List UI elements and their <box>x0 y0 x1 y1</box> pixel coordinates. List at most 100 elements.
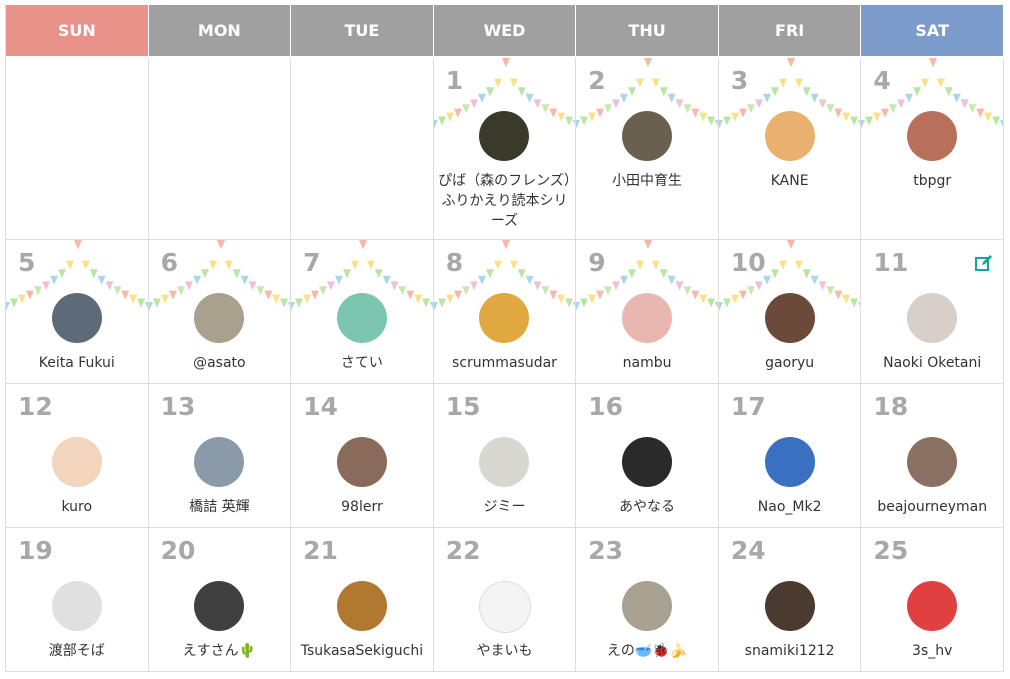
avatar <box>194 437 245 487</box>
user-name: tbpgr <box>913 173 952 189</box>
day-number: 20 <box>160 536 196 565</box>
edit-icon[interactable] <box>974 254 993 272</box>
day-number: 21 <box>303 536 338 565</box>
day-number: 24 <box>730 536 766 565</box>
user-name: えすさん🌵 <box>182 643 257 659</box>
user-name: snamiki1212 <box>744 643 835 659</box>
bunting <box>576 58 718 129</box>
day-cell: 25 3s_hv <box>861 528 1004 672</box>
day-number: 11 <box>873 248 909 277</box>
bunting <box>148 240 291 311</box>
bunting <box>576 240 718 311</box>
avatar <box>194 581 245 631</box>
user-name: nambu <box>622 355 672 371</box>
day-cell: 5 Keita Fukui <box>6 240 149 384</box>
day-cell: 12 kuro <box>6 384 149 528</box>
user-name: さてい <box>340 355 383 371</box>
avatar <box>764 293 815 343</box>
day-number: 3 <box>730 66 749 95</box>
avatar <box>479 293 530 343</box>
weekday-header: WED <box>433 5 577 58</box>
user-name: ジミー <box>483 499 526 515</box>
day-number: 7 <box>303 248 321 277</box>
user-name: @asato <box>193 355 246 371</box>
avatar <box>622 293 673 343</box>
avatar <box>907 293 958 343</box>
user-name: ぴば（森のフレンズ）ふりかえり読本シリーズ <box>438 173 571 229</box>
day-cell: 10 gaoryu <box>718 240 862 384</box>
day-number: 1 <box>445 66 464 95</box>
day-cell: 3 KANE <box>718 58 862 240</box>
day-number: 13 <box>160 392 196 421</box>
avatar <box>622 111 673 161</box>
day-number: 10 <box>730 248 766 277</box>
user-name: Keita Fukui <box>38 355 115 371</box>
day-number: 2 <box>588 66 606 95</box>
avatar <box>764 437 815 487</box>
day-cell: 21 TsukasaSekiguchi <box>291 528 434 672</box>
day-number: 6 <box>160 248 178 277</box>
day-number: 22 <box>445 536 481 565</box>
user-name: Nao_Mk2 <box>757 499 822 515</box>
weekday-header: FRI <box>718 5 862 58</box>
day-cell: 8 scrummasudar <box>433 240 577 384</box>
bunting <box>861 58 1003 129</box>
day-number: 23 <box>588 536 624 565</box>
day-cell: 14 98lerr <box>291 384 434 528</box>
day-cell: 22 やまいも <box>433 528 577 672</box>
day-number: 14 <box>303 392 338 421</box>
avatar <box>907 111 958 161</box>
avatar <box>336 581 387 631</box>
day-cell: 9 nambu <box>576 240 719 384</box>
day-cell: 7 さてい <box>291 240 434 384</box>
bunting <box>718 240 861 311</box>
day-cell: 18 beajourneyman <box>861 384 1004 528</box>
day-cell: 20 えすさん🌵 <box>148 528 292 672</box>
day-cell: 11 Naoki Oketani <box>861 240 1004 384</box>
day-cell <box>291 58 434 240</box>
user-name: gaoryu <box>765 355 815 371</box>
day-cell: 24 snamiki1212 <box>718 528 862 672</box>
bunting <box>6 240 148 311</box>
day-number: 16 <box>588 392 624 421</box>
bunting <box>718 58 861 129</box>
weekday-header: SUN <box>6 5 149 58</box>
avatar <box>479 111 530 161</box>
user-name: kuro <box>61 499 93 515</box>
avatar <box>907 437 958 487</box>
day-cell: 1 ぴば（森のフレンズ）ふりかえり読本シリーズ <box>433 58 577 240</box>
avatar <box>51 437 102 487</box>
weekday-header: SAT <box>861 5 1004 58</box>
avatar <box>764 581 815 631</box>
avatar <box>479 437 530 487</box>
user-name: 3s_hv <box>912 643 953 659</box>
user-name: beajourneyman <box>877 499 988 515</box>
user-name: KANE <box>770 173 809 189</box>
day-cell: 15 ジミー <box>433 384 577 528</box>
avatar <box>51 581 102 631</box>
user-name: 小田中育生 <box>612 173 683 189</box>
day-number: 12 <box>18 392 53 421</box>
day-number: 5 <box>18 248 36 277</box>
day-cell: 13 橋詰 英輝 <box>148 384 292 528</box>
day-cell: 4 tbpgr <box>861 58 1004 240</box>
avatar <box>622 581 673 631</box>
user-name: 渡部そば <box>48 643 105 659</box>
user-name: 橋詰 英輝 <box>189 499 250 515</box>
calendar: SUN MON TUE WED THU FRI SAT 1 ぴば（森のフレンズ）ふりかえり読本シ… <box>5 5 1004 672</box>
day-cell: 19 渡部そば <box>6 528 149 672</box>
avatar <box>194 293 245 343</box>
day-cell <box>6 58 149 240</box>
avatar <box>622 437 673 487</box>
day-number: 18 <box>873 392 909 421</box>
user-name: あやなる <box>619 499 676 515</box>
day-cell: 23 えの🥣🐞🍌 <box>576 528 719 672</box>
day-cell: 6 @asato <box>148 240 292 384</box>
user-name: scrummasudar <box>452 355 557 371</box>
weekday-header: MON <box>148 5 292 58</box>
avatar <box>907 581 958 631</box>
day-number: 8 <box>445 248 464 277</box>
day-number: 25 <box>873 536 909 565</box>
day-number: 17 <box>730 392 766 421</box>
day-number: 4 <box>873 66 891 95</box>
